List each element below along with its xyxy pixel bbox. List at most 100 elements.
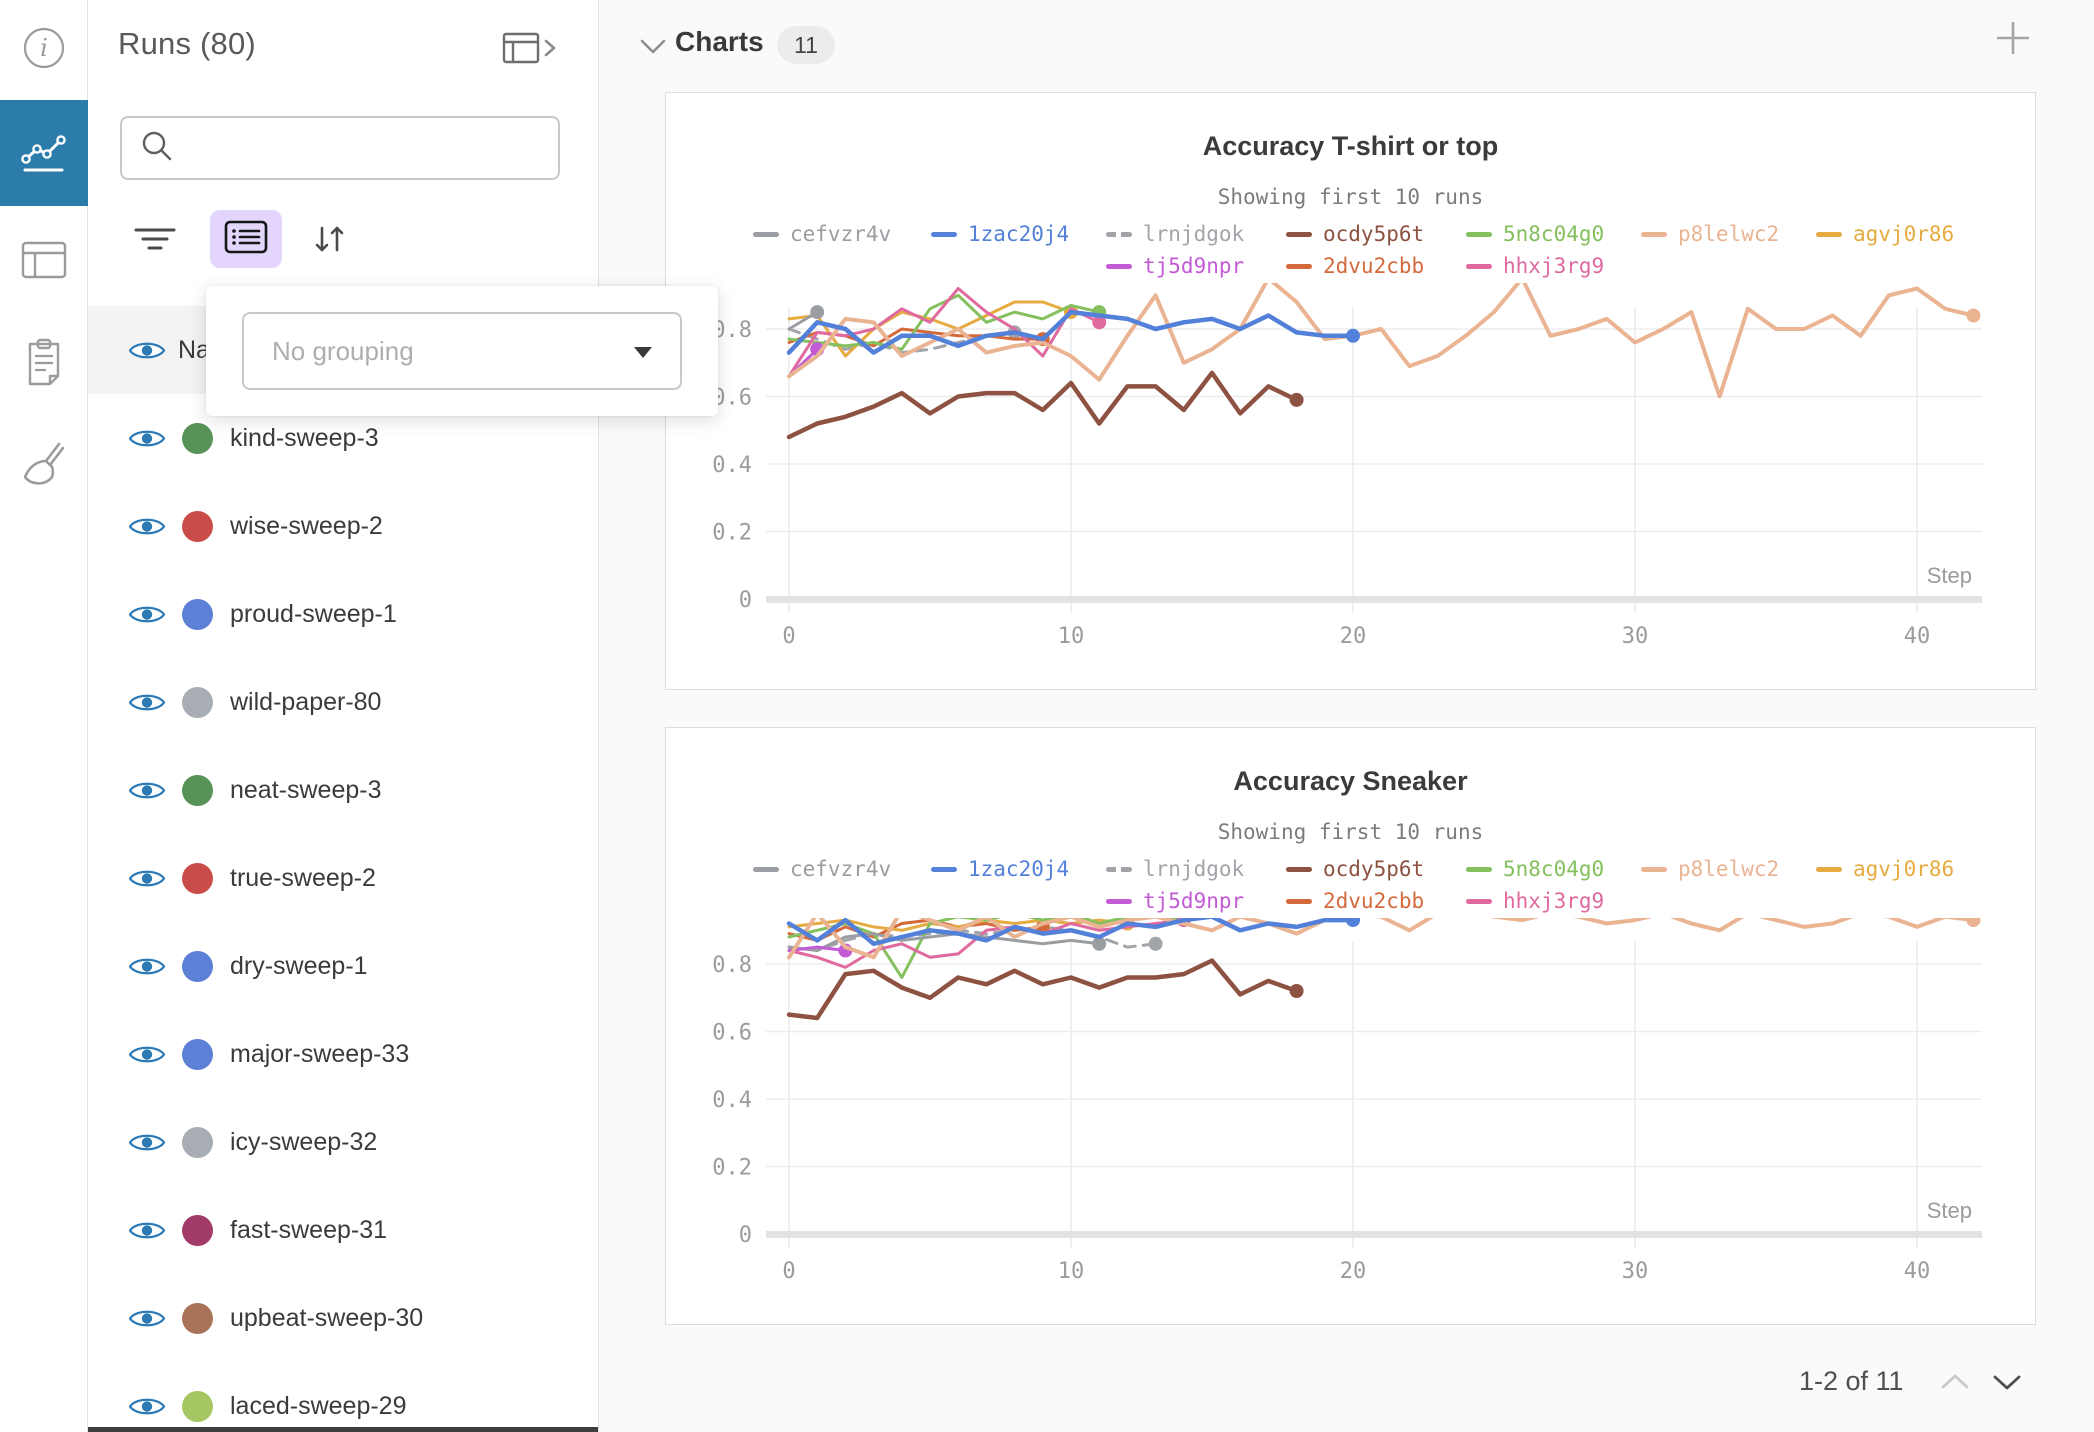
runs-table-icon[interactable]	[0, 232, 88, 288]
legend-label: 2dvu2cbb	[1323, 254, 1425, 278]
run-visibility-eye-icon[interactable]	[128, 1042, 166, 1067]
run-row[interactable]: wise-sweep-2	[88, 482, 598, 570]
svg-text:Step: Step	[1927, 563, 1972, 588]
run-color-dot	[182, 1303, 213, 1334]
run-visibility-eye-icon[interactable]	[128, 1306, 166, 1331]
sweep-broom-icon[interactable]	[0, 436, 88, 496]
run-row[interactable]: neat-sweep-3	[88, 746, 598, 834]
legend-label: lrnjdgok	[1143, 222, 1245, 246]
legend-swatch	[1466, 866, 1492, 872]
run-visibility-eye-icon[interactable]	[128, 866, 166, 891]
run-row[interactable]: fast-sweep-31	[88, 1186, 598, 1274]
legend-swatch	[1466, 898, 1492, 904]
series-line-hhxj3rg9	[787, 287, 1101, 378]
legend-item-p8lelwc2[interactable]: p8lelwc2	[1641, 222, 1816, 246]
legend-item-5n8c04g0[interactable]: 5n8c04g0	[1466, 857, 1641, 881]
legend-label: 1zac20j4	[968, 222, 1070, 246]
filter-icon[interactable]	[132, 226, 178, 259]
legend-label: hhxj3rg9	[1503, 889, 1605, 913]
legend-swatch	[931, 231, 957, 237]
run-visibility-eye-icon[interactable]	[128, 1130, 166, 1155]
runs-table-scrollbar[interactable]	[88, 1427, 598, 1432]
legend-item-agvj0r86[interactable]: agvj0r86	[1816, 857, 2035, 881]
run-row[interactable]: wild-paper-80	[88, 658, 598, 746]
legend-item-ocdy5p6t[interactable]: ocdy5p6t	[1286, 222, 1466, 246]
legend-item-cefvzr4v[interactable]: cefvzr4v	[753, 222, 931, 246]
legend-swatch	[1106, 866, 1132, 872]
run-row[interactable]: icy-sweep-32	[88, 1098, 598, 1186]
legend-item-2dvu2cbb[interactable]: 2dvu2cbb	[1286, 254, 1466, 278]
notes-icon[interactable]	[0, 334, 88, 390]
visibility-all-eye-icon[interactable]	[128, 338, 166, 363]
legend-item-ocdy5p6t[interactable]: ocdy5p6t	[1286, 857, 1466, 881]
legend-item-agvj0r86[interactable]: agvj0r86	[1816, 222, 2035, 246]
panels-chart-icon[interactable]	[0, 100, 88, 206]
pagination-next-chevron-icon[interactable]	[1991, 1372, 2023, 1397]
legend-swatch	[1466, 263, 1492, 269]
run-visibility-eye-icon[interactable]	[128, 1218, 166, 1243]
run-visibility-eye-icon[interactable]	[128, 514, 166, 539]
run-row[interactable]: kind-sweep-3	[88, 394, 598, 482]
run-color-dot	[182, 1039, 213, 1070]
run-search-input[interactable]	[188, 134, 548, 162]
info-icon[interactable]: i	[0, 20, 88, 76]
svg-text:0.8: 0.8	[712, 953, 752, 978]
pagination-prev-chevron-icon[interactable]	[1939, 1372, 1971, 1397]
legend-swatch	[753, 866, 779, 872]
chart-card[interactable]: Accuracy T-shirt or top Showing first 10…	[665, 92, 2036, 690]
legend-label: agvj0r86	[1853, 857, 1955, 881]
group-runs-button[interactable]	[210, 210, 282, 268]
chart-legend-row-2: tj5d9npr 2dvu2cbb hhxj3rg9	[666, 251, 2035, 281]
run-visibility-eye-icon[interactable]	[128, 602, 166, 627]
grouping-select[interactable]: No grouping	[242, 312, 682, 390]
run-visibility-eye-icon[interactable]	[128, 690, 166, 715]
run-visibility-eye-icon[interactable]	[128, 1394, 166, 1419]
series-line-agvj0r86	[787, 300, 1073, 358]
legend-item-hhxj3rg9[interactable]: hhxj3rg9	[1466, 889, 1641, 913]
legend-item-hhxj3rg9[interactable]: hhxj3rg9	[1466, 254, 1641, 278]
legend-item-1zac20j4[interactable]: 1zac20j4	[931, 222, 1106, 246]
series-end-dot-1zac20j4	[1346, 328, 1360, 343]
series-end-dot-lrnjdgok	[1148, 936, 1163, 951]
legend-label: ocdy5p6t	[1323, 857, 1425, 881]
chart-title: Accuracy T-shirt or top	[1202, 131, 1499, 161]
run-search-box[interactable]	[120, 116, 560, 180]
svg-text:0.2: 0.2	[712, 1156, 752, 1181]
grouping-placeholder: No grouping	[272, 336, 414, 366]
legend-item-2dvu2cbb[interactable]: 2dvu2cbb	[1286, 889, 1466, 913]
legend-item-p8lelwc2[interactable]: p8lelwc2	[1641, 857, 1816, 881]
series-end-dot-p8lelwc2	[1966, 918, 1981, 928]
run-row[interactable]: laced-sweep-29	[88, 1362, 598, 1432]
grouping-popup: No grouping	[206, 286, 718, 416]
svg-text:30: 30	[1622, 1259, 1649, 1284]
chart-legend-row-1: cefvzr4v 1zac20j4 lrnjdgok ocdy5p6t 5n8c04g0…	[666, 219, 2035, 249]
legend-item-cefvzr4v[interactable]: cefvzr4v	[753, 857, 931, 881]
add-panel-icon[interactable]	[1993, 18, 2033, 63]
charts-collapse-chevron-icon[interactable]	[639, 38, 667, 61]
run-row[interactable]: dry-sweep-1	[88, 922, 598, 1010]
legend-item-tj5d9npr[interactable]: tj5d9npr	[1106, 889, 1286, 913]
run-visibility-eye-icon[interactable]	[128, 426, 166, 451]
legend-item-lrnjdgok[interactable]: lrnjdgok	[1106, 857, 1286, 881]
run-name-label: icy-sweep-32	[230, 1128, 378, 1156]
legend-item-tj5d9npr[interactable]: tj5d9npr	[1106, 254, 1286, 278]
line-chart-plot[interactable]: 0 0.2 0.4 0.6 0.8 0 10 20 30 40 Step	[686, 283, 2016, 675]
run-row[interactable]: major-sweep-33	[88, 1010, 598, 1098]
svg-text:30: 30	[1622, 624, 1649, 649]
legend-item-5n8c04g0[interactable]: 5n8c04g0	[1466, 222, 1641, 246]
run-row[interactable]: proud-sweep-1	[88, 570, 598, 658]
run-visibility-eye-icon[interactable]	[128, 954, 166, 979]
sort-icon[interactable]	[312, 222, 348, 261]
line-chart-plot[interactable]: 0 0.2 0.4 0.6 0.8 0 10 20 30 40 Step	[686, 918, 2016, 1310]
series-line-ocdy5p6t	[786, 958, 1299, 1021]
expand-runs-table-button[interactable]	[500, 30, 564, 66]
chart-card[interactable]: Accuracy Sneaker Showing first 10 runs c…	[665, 727, 2036, 1325]
legend-item-lrnjdgok[interactable]: lrnjdgok	[1106, 222, 1286, 246]
svg-text:0: 0	[782, 624, 795, 649]
run-visibility-eye-icon[interactable]	[128, 778, 166, 803]
run-row[interactable]: upbeat-sweep-30	[88, 1274, 598, 1362]
run-name-label: kind-sweep-3	[230, 424, 379, 452]
chart-legend-row-1: cefvzr4v 1zac20j4 lrnjdgok ocdy5p6t 5n8c04g0…	[666, 854, 2035, 884]
run-row[interactable]: true-sweep-2	[88, 834, 598, 922]
legend-item-1zac20j4[interactable]: 1zac20j4	[931, 857, 1106, 881]
